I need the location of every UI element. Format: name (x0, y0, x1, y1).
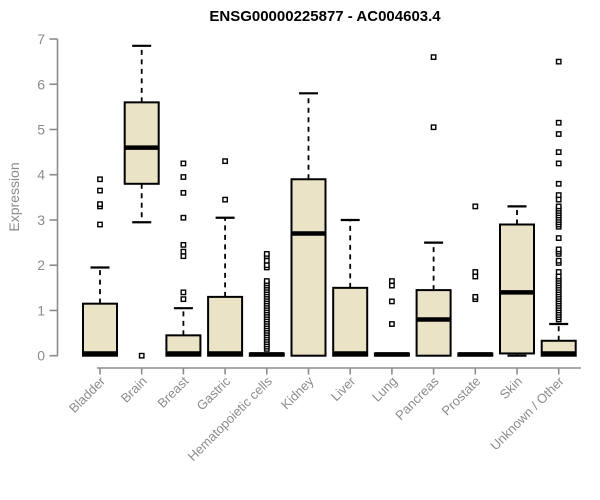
y-tick-label: 5 (37, 122, 45, 138)
outlier-point (555, 196, 562, 203)
outlier-point (180, 248, 187, 255)
outlier-point (472, 203, 479, 210)
box-pancreas (415, 54, 452, 357)
box-breast (165, 160, 202, 357)
box-lung (373, 278, 410, 357)
box-rect (123, 101, 160, 185)
outlier-point (555, 119, 562, 126)
box-rect (499, 223, 535, 355)
y-tick-label: 6 (37, 76, 45, 92)
x-tick-label: Liver (328, 373, 359, 404)
outlier-point (180, 296, 187, 303)
x-tick-label: Breast (154, 373, 191, 410)
box-brain (123, 44, 160, 359)
outlier-point (555, 246, 562, 253)
box-kidney (290, 92, 327, 357)
outlier-point (555, 192, 562, 198)
outlier-point (555, 131, 562, 137)
outlier-point (472, 273, 479, 280)
outlier-point (180, 174, 187, 180)
outlier-point (555, 269, 562, 275)
outlier-point (555, 257, 562, 264)
box-unknown-other (540, 58, 577, 357)
outlier-point (430, 54, 437, 61)
outlier-point (180, 189, 187, 196)
outlier-point (555, 149, 562, 156)
outlier-point (472, 269, 479, 275)
x-tick-label: Lung (369, 374, 400, 405)
outlier-point (555, 273, 562, 280)
box-rect (332, 286, 369, 357)
chart-title: ENSG00000225877 - AC004603.4 (209, 8, 441, 25)
outlier-point (555, 235, 562, 241)
outlier-point (389, 282, 395, 289)
box-liver (332, 218, 369, 357)
outlier-point (97, 221, 103, 228)
box-rect (415, 289, 452, 357)
y-tick-label: 1 (37, 302, 45, 318)
box-skin (499, 205, 535, 357)
outlier-point (430, 124, 437, 131)
box-prostate (457, 203, 494, 357)
outlier-point (263, 257, 270, 264)
outlier-point (180, 289, 187, 296)
outlier-point (389, 321, 395, 327)
y-tick-label: 7 (37, 31, 45, 47)
outlier-point (222, 158, 228, 165)
x-tick-label: Skin (497, 374, 525, 402)
box-rect (290, 178, 327, 357)
outlier-point (555, 180, 562, 187)
outlier-point (180, 241, 187, 248)
x-tick-label: Pancreas (392, 373, 442, 423)
outlier-point (97, 201, 103, 208)
y-tick-label: 0 (37, 348, 45, 364)
outlier-point (263, 278, 270, 284)
y-tick-label: 4 (37, 167, 45, 183)
x-tick-label: Unknown / Other (487, 373, 567, 453)
outlier-point (472, 293, 479, 300)
outlier-point (138, 352, 145, 359)
y-tick-label: 2 (37, 257, 45, 273)
outlier-point (97, 176, 103, 183)
outlier-point (555, 58, 562, 65)
x-tick-label: Kidney (278, 373, 317, 412)
x-tick-label: Prostate (439, 374, 484, 419)
x-tick-label: Brain (118, 374, 150, 406)
outlier-point (555, 203, 562, 210)
x-tick-label: Bladder (66, 373, 109, 416)
outlier-point (180, 253, 187, 260)
outlier-point (180, 214, 187, 221)
box-gastric (207, 158, 244, 357)
box-rect (165, 334, 202, 357)
x-tick-label: Gastric (194, 373, 234, 413)
outlier-point (97, 187, 103, 194)
outlier-point (180, 160, 187, 167)
outlier-point (263, 251, 270, 257)
box-rect (207, 295, 244, 357)
outlier-point (263, 262, 270, 269)
box-hematopoietic-cells (248, 251, 285, 357)
outlier-point (389, 298, 395, 305)
outlier-point (222, 196, 228, 203)
outlier-point (555, 160, 562, 167)
box-rect (82, 302, 118, 357)
y-tick-label: 3 (37, 212, 45, 228)
outlier-point (389, 278, 395, 284)
box-bladder (82, 176, 118, 357)
